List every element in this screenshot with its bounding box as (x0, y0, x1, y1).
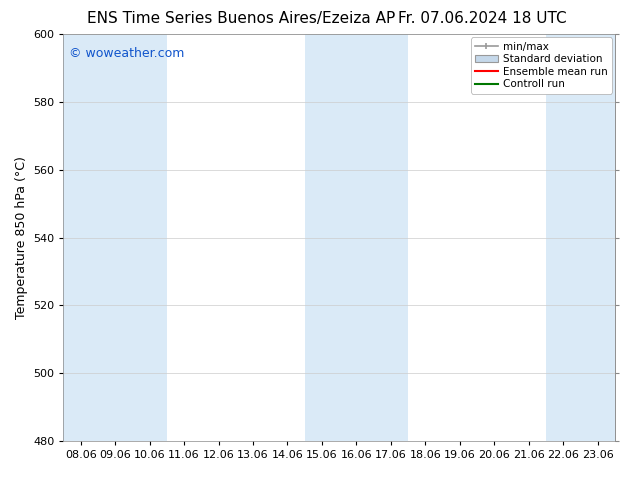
Bar (581, 34, 615, 441)
Y-axis label: Temperature 850 hPa (°C): Temperature 850 hPa (°C) (15, 156, 27, 319)
Bar (133, 34, 167, 441)
Text: ENS Time Series Buenos Aires/Ezeiza AP: ENS Time Series Buenos Aires/Ezeiza AP (87, 11, 395, 26)
Bar (305, 34, 339, 441)
Legend: min/max, Standard deviation, Ensemble mean run, Controll run: min/max, Standard deviation, Ensemble me… (470, 37, 612, 94)
Text: © woweather.com: © woweather.com (69, 47, 184, 59)
Bar (63, 34, 98, 441)
Bar (373, 34, 408, 441)
Bar (339, 34, 373, 441)
Text: Fr. 07.06.2024 18 UTC: Fr. 07.06.2024 18 UTC (398, 11, 566, 26)
Bar (546, 34, 581, 441)
Bar (98, 34, 133, 441)
